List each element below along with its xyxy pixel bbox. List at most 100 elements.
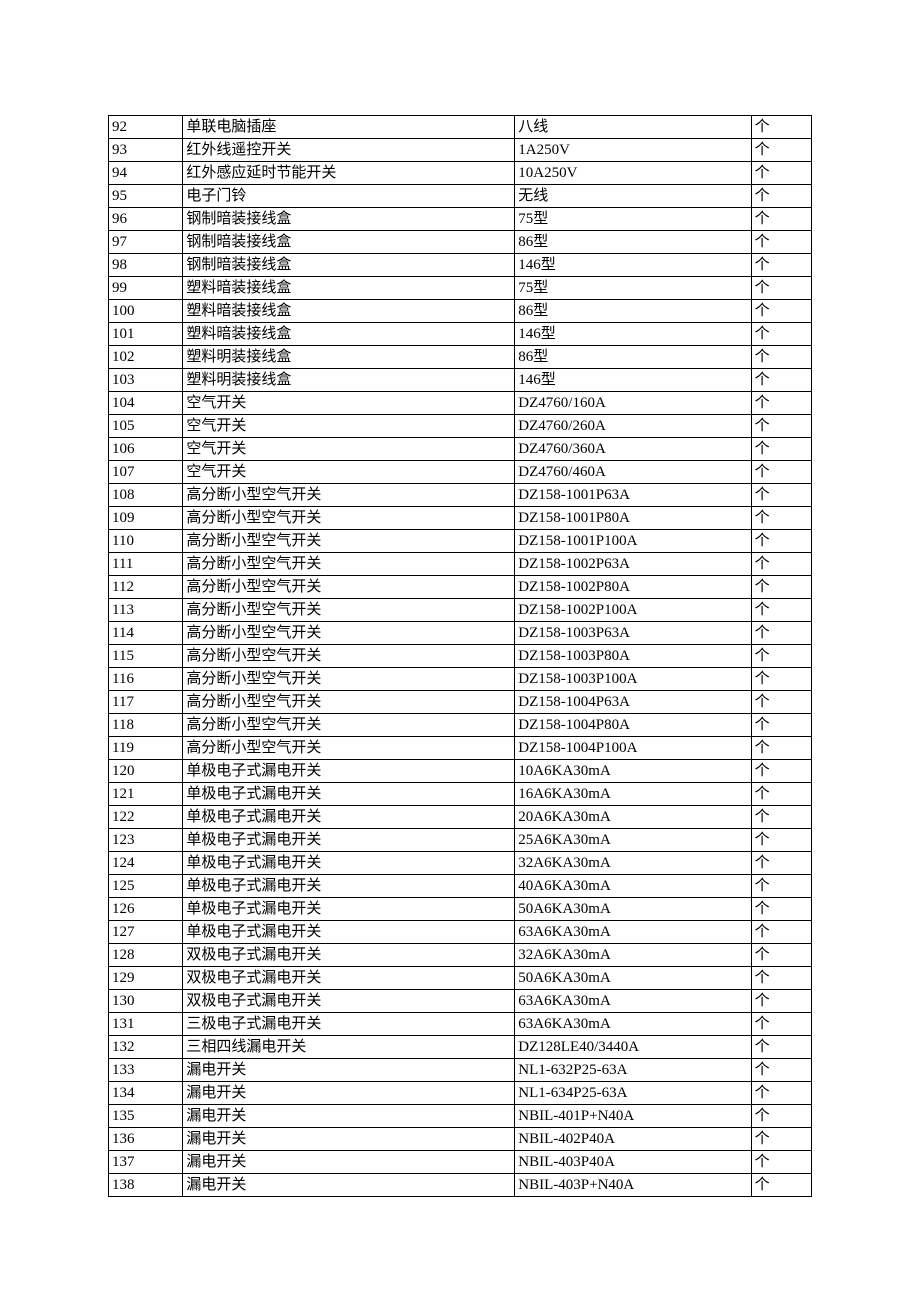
table-cell: 个 [751, 507, 811, 530]
table-cell: 106 [109, 438, 183, 461]
table-cell: NBIL-403P+N40A [515, 1174, 751, 1197]
table-cell: 96 [109, 208, 183, 231]
table-cell: 86型 [515, 346, 751, 369]
table-cell: 单极电子式漏电开关 [183, 921, 515, 944]
table-cell: 电子门铃 [183, 185, 515, 208]
table-row: 101塑料暗装接线盒146型个 [109, 323, 812, 346]
table-row: 134漏电开关NL1-634P25-63A个 [109, 1082, 812, 1105]
table-body: 92单联电脑插座八线个93红外线遥控开关1A250V个94红外感应延时节能开关1… [109, 116, 812, 1197]
table-cell: 个 [751, 1013, 811, 1036]
table-cell: 110 [109, 530, 183, 553]
table-cell: 个 [751, 1036, 811, 1059]
table-cell: 107 [109, 461, 183, 484]
table-cell: 空气开关 [183, 461, 515, 484]
table-cell: 113 [109, 599, 183, 622]
table-cell: 个 [751, 553, 811, 576]
table-cell: 高分断小型空气开关 [183, 553, 515, 576]
table-cell: DZ128LE40/3440A [515, 1036, 751, 1059]
table-row: 132三相四线漏电开关DZ128LE40/3440A个 [109, 1036, 812, 1059]
table-cell: 130 [109, 990, 183, 1013]
table-cell: 个 [751, 438, 811, 461]
table-cell: DZ158-1004P80A [515, 714, 751, 737]
table-cell: 个 [751, 185, 811, 208]
table-row: 108高分断小型空气开关DZ158-1001P63A个 [109, 484, 812, 507]
table-cell: 个 [751, 668, 811, 691]
table-cell: 个 [751, 1082, 811, 1105]
table-row: 107空气开关DZ4760/460A个 [109, 461, 812, 484]
table-cell: 个 [751, 139, 811, 162]
table-cell: 146型 [515, 323, 751, 346]
table-row: 135漏电开关NBIL-401P+N40A个 [109, 1105, 812, 1128]
table-cell: 104 [109, 392, 183, 415]
table-row: 104空气开关DZ4760/160A个 [109, 392, 812, 415]
table-cell: 塑料明装接线盒 [183, 346, 515, 369]
table-row: 100塑料暗装接线盒86型个 [109, 300, 812, 323]
table-row: 102塑料明装接线盒86型个 [109, 346, 812, 369]
table-row: 122单极电子式漏电开关20A6KA30mA个 [109, 806, 812, 829]
table-cell: 122 [109, 806, 183, 829]
table-cell: 75型 [515, 277, 751, 300]
table-cell: 134 [109, 1082, 183, 1105]
table-cell: 118 [109, 714, 183, 737]
table-cell: 50A6KA30mA [515, 898, 751, 921]
table-cell: DZ158-1003P100A [515, 668, 751, 691]
table-row: 109高分断小型空气开关DZ158-1001P80A个 [109, 507, 812, 530]
table-row: 119高分断小型空气开关DZ158-1004P100A个 [109, 737, 812, 760]
table-cell: 10A6KA30mA [515, 760, 751, 783]
table-cell: 个 [751, 392, 811, 415]
table-cell: 108 [109, 484, 183, 507]
table-cell: 102 [109, 346, 183, 369]
table-row: 131三极电子式漏电开关63A6KA30mA个 [109, 1013, 812, 1036]
table-row: 103塑料明装接线盒146型个 [109, 369, 812, 392]
table-cell: 钢制暗装接线盒 [183, 208, 515, 231]
table-cell: 137 [109, 1151, 183, 1174]
table-row: 129双极电子式漏电开关50A6KA30mA个 [109, 967, 812, 990]
table-row: 105空气开关DZ4760/260A个 [109, 415, 812, 438]
table-row: 92单联电脑插座八线个 [109, 116, 812, 139]
table-cell: 115 [109, 645, 183, 668]
table-cell: 32A6KA30mA [515, 944, 751, 967]
table-cell: 个 [751, 1174, 811, 1197]
table-cell: 塑料暗装接线盒 [183, 277, 515, 300]
table-cell: 个 [751, 737, 811, 760]
table-cell: DZ158-1001P100A [515, 530, 751, 553]
table-cell: DZ4760/360A [515, 438, 751, 461]
table-cell: 20A6KA30mA [515, 806, 751, 829]
table-cell: 空气开关 [183, 415, 515, 438]
table-cell: 136 [109, 1128, 183, 1151]
table-row: 94红外感应延时节能开关10A250V个 [109, 162, 812, 185]
data-table: 92单联电脑插座八线个93红外线遥控开关1A250V个94红外感应延时节能开关1… [108, 115, 812, 1197]
table-cell: DZ4760/260A [515, 415, 751, 438]
table-cell: 无线 [515, 185, 751, 208]
table-cell: 个 [751, 1128, 811, 1151]
table-cell: 124 [109, 852, 183, 875]
table-cell: 114 [109, 622, 183, 645]
table-cell: 132 [109, 1036, 183, 1059]
table-cell: 86型 [515, 231, 751, 254]
table-row: 110高分断小型空气开关DZ158-1001P100A个 [109, 530, 812, 553]
table-cell: 单极电子式漏电开关 [183, 783, 515, 806]
table-row: 127单极电子式漏电开关63A6KA30mA个 [109, 921, 812, 944]
table-cell: 97 [109, 231, 183, 254]
table-cell: DZ4760/160A [515, 392, 751, 415]
table-cell: 个 [751, 231, 811, 254]
table-cell: NL1-632P25-63A [515, 1059, 751, 1082]
table-cell: 103 [109, 369, 183, 392]
table-cell: 三相四线漏电开关 [183, 1036, 515, 1059]
table-cell: 高分断小型空气开关 [183, 645, 515, 668]
table-row: 106空气开关DZ4760/360A个 [109, 438, 812, 461]
table-cell: 个 [751, 944, 811, 967]
table-cell: 1A250V [515, 139, 751, 162]
table-cell: 个 [751, 1059, 811, 1082]
table-cell: 92 [109, 116, 183, 139]
table-cell: 个 [751, 576, 811, 599]
table-row: 120单极电子式漏电开关10A6KA30mA个 [109, 760, 812, 783]
table-cell: 25A6KA30mA [515, 829, 751, 852]
table-cell: 个 [751, 714, 811, 737]
table-cell: 120 [109, 760, 183, 783]
table-cell: 128 [109, 944, 183, 967]
table-row: 125单极电子式漏电开关40A6KA30mA个 [109, 875, 812, 898]
table-cell: 123 [109, 829, 183, 852]
table-cell: 漏电开关 [183, 1128, 515, 1151]
table-cell: DZ158-1004P63A [515, 691, 751, 714]
